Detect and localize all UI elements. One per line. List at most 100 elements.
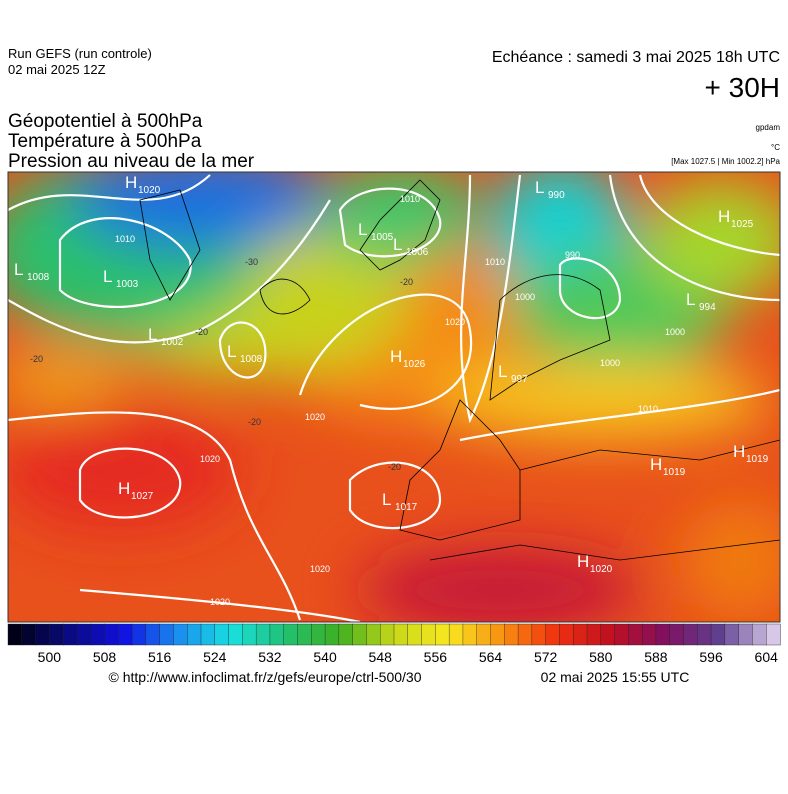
title-2: Température à 500hPa — [8, 131, 202, 152]
colorbar-swatch — [131, 623, 147, 646]
run-date: 02 mai 2025 12Z — [8, 62, 106, 77]
colorbar-swatch — [614, 623, 630, 646]
system-pressure: 1019 — [746, 454, 769, 465]
colorbar-swatch — [448, 623, 464, 646]
colorbar-swatch — [435, 623, 450, 646]
unit-geopotential: gpdam — [756, 123, 781, 132]
colorbar-swatch — [76, 623, 92, 646]
run-label: Run GEFS (run controle) — [8, 46, 152, 61]
system-pressure: 994 — [699, 302, 716, 313]
colorbar-swatch — [655, 623, 671, 646]
colorbar-label: 540 — [313, 649, 337, 665]
system-letter: H — [118, 479, 130, 498]
colorbar-swatch — [283, 623, 299, 646]
colorbar-label: 508 — [93, 649, 117, 665]
title-3: Pression au niveau de la mer — [8, 151, 255, 172]
colorbar-swatch — [573, 623, 588, 646]
contour-label: 1010 — [115, 234, 135, 244]
unit-pressure: [Max 1027.5 | Min 1002.2] hPa — [671, 157, 780, 166]
system-pressure: 1002 — [161, 337, 184, 348]
colorbar-swatch — [104, 623, 119, 646]
system-pressure: 1006 — [406, 247, 429, 258]
contour-label: -20 — [30, 354, 43, 364]
colorbar-swatch — [242, 623, 257, 646]
colorbar-swatch — [752, 623, 767, 646]
contour-label: 1020 — [200, 454, 220, 464]
system-pressure: 997 — [511, 374, 528, 385]
colorbar-swatch — [738, 623, 754, 646]
system-letter: L — [358, 220, 367, 239]
system-letter: L — [535, 178, 544, 197]
colorbar-swatch — [187, 623, 202, 646]
colorbar-swatch — [380, 623, 395, 646]
colorbar-label: 572 — [534, 649, 558, 665]
contour-label: 1010 — [485, 257, 505, 267]
system-letter: H — [718, 207, 730, 226]
colorbar-swatch — [173, 623, 188, 646]
colorbar-swatch — [338, 623, 354, 646]
source-url: © http://www.infoclimat.fr/z/gefs/europe… — [108, 669, 421, 685]
title-1: Géopotentiel à 500hPa — [8, 111, 203, 132]
system-letter: H — [733, 442, 745, 461]
colorbar-label: 580 — [589, 649, 613, 665]
system-letter: L — [686, 290, 695, 309]
colorbar-label: 532 — [258, 649, 282, 665]
system-letter: L — [14, 260, 23, 279]
contour-label: -30 — [245, 257, 258, 267]
colorbar-swatch — [393, 623, 409, 646]
colorbar-swatch — [766, 623, 781, 646]
colorbar-swatch — [697, 623, 712, 646]
system-pressure: 1020 — [138, 185, 161, 196]
colorbar-swatch — [504, 623, 519, 646]
colorbar-label: 516 — [148, 649, 172, 665]
system-letter: L — [148, 325, 157, 344]
system-pressure: 1026 — [403, 359, 426, 370]
colorbar-swatch — [586, 623, 602, 646]
colorbar-label: 564 — [479, 649, 503, 665]
colorbar-label: 500 — [38, 649, 62, 665]
colorbar-label: 548 — [369, 649, 393, 665]
colorbar-swatch — [669, 623, 685, 646]
colorbar-swatch — [145, 623, 161, 646]
colorbar-swatch — [710, 623, 726, 646]
colorbar-swatch — [476, 623, 492, 646]
colorbar-swatch — [49, 623, 64, 646]
colorbar-swatch — [407, 623, 423, 646]
colorbar-swatch — [90, 623, 106, 646]
colorbar-swatch — [214, 623, 230, 646]
colorbar-swatch — [352, 623, 368, 646]
colorbar-label: 588 — [644, 649, 668, 665]
colorbar-label: 604 — [755, 649, 779, 665]
contour-label: 990 — [565, 250, 580, 260]
contour-label: 1020 — [210, 597, 230, 607]
contour-label: -20 — [388, 462, 401, 472]
contour-label: -20 — [400, 277, 413, 287]
contour-label: -20 — [195, 327, 208, 337]
system-letter: L — [393, 235, 402, 254]
contour-label: 1020 — [310, 564, 330, 574]
colorbar-swatch — [311, 623, 326, 646]
lead-time: + 30H — [705, 72, 781, 103]
unit-temperature: °C — [771, 143, 780, 152]
colorbar-swatch — [531, 623, 547, 646]
colorbar-label: 524 — [203, 649, 227, 665]
contour-label: -20 — [248, 417, 261, 427]
colorbar-swatch — [200, 623, 216, 646]
contour-label: 1000 — [665, 327, 685, 337]
colorbar-swatch — [421, 623, 437, 646]
colorbar-swatch — [228, 623, 244, 646]
colorbar-swatch — [724, 623, 740, 646]
system-pressure: 1020 — [590, 564, 613, 575]
colorbar-swatch — [600, 623, 616, 646]
generated-time: 02 mai 2025 15:55 UTC — [541, 669, 690, 685]
colorbar-swatch — [159, 623, 175, 646]
system-letter: H — [390, 347, 402, 366]
system-pressure: 1017 — [395, 502, 418, 513]
system-pressure: 1003 — [116, 279, 139, 290]
colorbar-swatch — [324, 623, 340, 646]
colorbar-swatch — [62, 623, 78, 646]
system-pressure: 1005 — [371, 232, 394, 243]
colorbar-swatch — [269, 623, 285, 646]
